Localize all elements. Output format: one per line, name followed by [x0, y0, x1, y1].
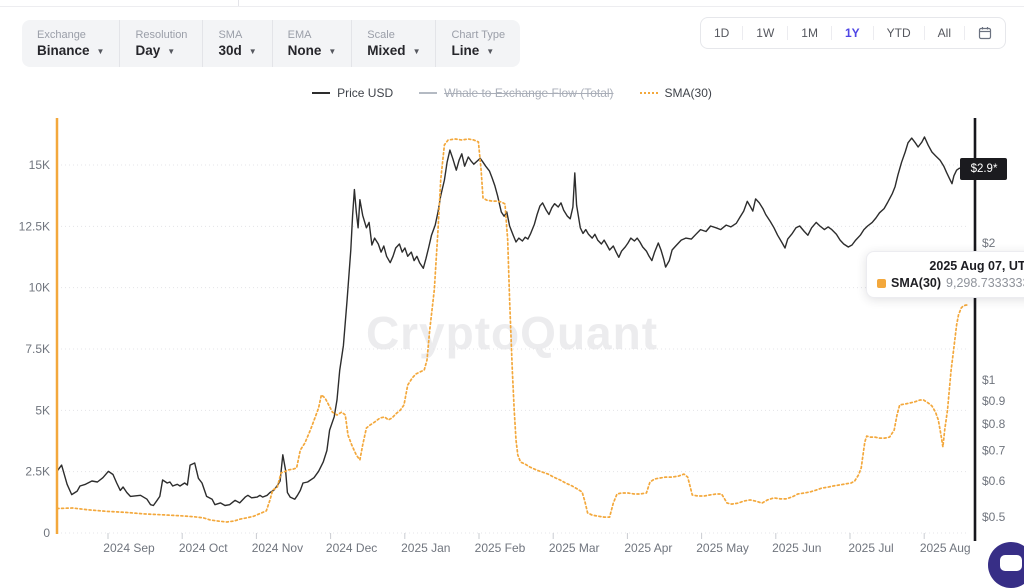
top-divider-nub [238, 0, 239, 6]
chevron-down-icon: ▼ [328, 47, 337, 56]
chart-type-label: Chart Type [451, 29, 506, 41]
chart-tooltip: 2025 Aug 07, UTC SMA(30) 9,298.733333333… [866, 251, 1024, 298]
right-axis-tick-label: $0.6 [982, 474, 1006, 488]
chevron-down-icon: ▼ [167, 47, 176, 56]
legend-sma30[interactable]: SMA(30) [639, 86, 712, 100]
tooltip-utc: UTC [1008, 259, 1024, 273]
left-axis-tick-label: 0 [43, 526, 50, 540]
ema-label: EMA [287, 29, 312, 41]
tooltip-sma-swatch-icon [877, 278, 886, 288]
ema-value: None [287, 43, 322, 58]
x-axis-month-label: 2024 Nov [252, 541, 303, 555]
legend-price-usd[interactable]: Price USD [312, 86, 393, 100]
x-axis-month-label: 2025 Jul [848, 541, 893, 555]
left-axis-tick-label: 10K [29, 281, 50, 295]
price-chart-canvas[interactable]: 15K 12.5K 10K 7.5K 5K 2.5K 0 $2 $1 $0.9 $0.8 $0.7 $0… [0, 0, 1024, 562]
last-price-badge: $2.9* [960, 158, 1007, 180]
sma-swatch-icon [639, 92, 658, 94]
chevron-down-icon: ▼ [412, 47, 421, 56]
top-divider [0, 6, 1024, 7]
x-axis-month-label: 2025 Jun [772, 541, 821, 555]
chart-type-value: Line [451, 43, 480, 58]
resolution-value: Day [135, 43, 161, 58]
timeframe-selector: 1D 1W 1M 1Y YTD All [699, 17, 1006, 49]
x-axis-month-label: 2025 Apr [624, 541, 672, 555]
indicator-toolbar: Exchange Binance ▼ Resolution Day ▼ SMA 30… [22, 20, 521, 67]
chevron-down-icon: ▼ [248, 47, 257, 56]
chat-icon [1000, 555, 1022, 571]
price-line-swatch-icon [312, 92, 331, 94]
chevron-down-icon: ▼ [486, 47, 495, 56]
chart-legend: Price USD Whale to Exchange Flow (Total)… [0, 86, 1024, 100]
x-axis-month-label: 2025 Feb [475, 541, 526, 555]
right-axis-tick-label: $2 [982, 236, 996, 250]
tooltip-series-value: 9,298.733333333334 [946, 276, 1024, 290]
sma-label: SMA [218, 29, 243, 41]
exchange-label: Exchange [37, 29, 86, 41]
x-axis-month-label: 2025 Jan [401, 541, 450, 555]
range-1d[interactable]: 1D [713, 26, 730, 40]
resolution-label: Resolution [135, 29, 188, 41]
resolution-dropdown[interactable]: Resolution Day ▼ [119, 20, 202, 67]
sma-value: 30d [218, 43, 242, 58]
right-axis-tick-label: $1 [982, 373, 996, 387]
left-axis-tick-label: 2.5K [25, 465, 50, 479]
x-axis-month-label: 2025 Mar [549, 541, 600, 555]
right-axis-tick-label: $0.5 [982, 510, 1006, 524]
chart-type-dropdown[interactable]: Chart Type Line ▼ [435, 20, 520, 67]
x-axis-month-label: 2025 May [696, 541, 749, 555]
x-axis-month-label: 2025 Aug [920, 541, 971, 555]
range-1m[interactable]: 1M [787, 26, 831, 40]
x-axis-month-label: 2024 Sep [103, 541, 155, 555]
right-axis-tick-label: $0.9 [982, 394, 1006, 408]
legend-whale-to-exchange-flow[interactable]: Whale to Exchange Flow (Total) [419, 86, 614, 100]
left-axis-tick-label: 5K [35, 403, 50, 417]
calendar-icon[interactable] [964, 26, 1005, 40]
ema-dropdown[interactable]: EMA None ▼ [271, 20, 352, 67]
exchange-dropdown[interactable]: Exchange Binance ▼ [22, 20, 119, 67]
exchange-value: Binance [37, 43, 90, 58]
sma-line [56, 138, 970, 523]
whale-flow-swatch-icon [419, 92, 438, 94]
range-all[interactable]: All [923, 26, 964, 40]
scale-value: Mixed [367, 43, 406, 58]
tooltip-date: 2025 Aug 07, [929, 259, 1006, 273]
right-axis-tick-label: $0.7 [982, 443, 1006, 457]
price-line [56, 136, 971, 507]
range-1w[interactable]: 1W [742, 26, 787, 40]
x-axis-month-label: 2024 Oct [179, 541, 228, 555]
range-1y[interactable]: 1Y [830, 26, 873, 40]
sma-dropdown[interactable]: SMA 30d ▼ [202, 20, 271, 67]
scale-dropdown[interactable]: Scale Mixed ▼ [351, 20, 435, 67]
left-axis-tick-label: 12.5K [19, 219, 50, 233]
chevron-down-icon: ▼ [96, 47, 105, 56]
chat-button[interactable] [988, 542, 1024, 588]
x-axis-month-label: 2024 Dec [326, 541, 377, 555]
range-ytd[interactable]: YTD [872, 26, 924, 40]
scale-label: Scale [367, 29, 395, 41]
tooltip-series-name: SMA(30) [891, 276, 942, 290]
left-axis-tick-label: 15K [29, 158, 50, 172]
right-axis-tick-label: $0.8 [982, 417, 1006, 431]
left-axis-tick-label: 7.5K [25, 342, 50, 356]
